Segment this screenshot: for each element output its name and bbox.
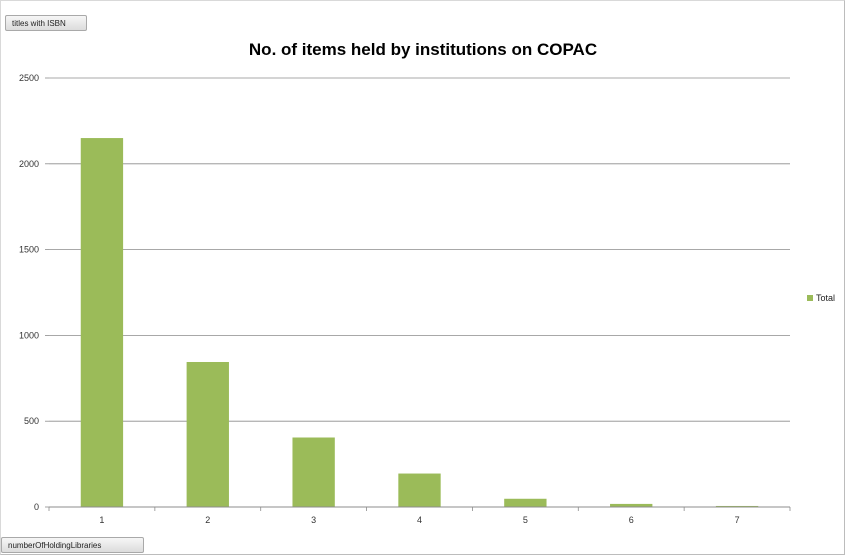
y-tick-label: 2500 [19, 73, 39, 83]
bar-3 [292, 437, 335, 507]
bar-7 [715, 505, 759, 507]
y-tick-label: 1500 [19, 245, 39, 255]
y-tick-label: 1000 [19, 330, 39, 340]
legend-swatch-total [807, 295, 813, 301]
y-axis-ticks: 0 500 1000 1500 2000 2500 [19, 73, 49, 512]
x-tick-label: 4 [417, 515, 422, 525]
y-tick-label: 500 [24, 416, 39, 426]
x-tick-label: 5 [523, 515, 528, 525]
x-tick-label: 2 [205, 515, 210, 525]
gridlines [49, 77, 790, 422]
x-tick-label: 6 [629, 515, 634, 525]
legend: Total [807, 293, 835, 303]
x-axis-ticks: 1 2 3 4 5 6 7 [99, 515, 739, 525]
bar-6 [610, 503, 653, 507]
x-tick-label: 1 [99, 515, 104, 525]
x-tick-label: 3 [311, 515, 316, 525]
legend-label-total: Total [816, 293, 836, 303]
values-field-button[interactable]: titles with ISBN [5, 15, 87, 31]
chart-title: No. of items held by institutions on COP… [248, 40, 598, 59]
bars [80, 138, 759, 507]
y-tick-label: 2000 [19, 159, 39, 169]
x-axis [48, 506, 791, 511]
bar-5 [504, 498, 547, 507]
bar-1 [80, 138, 124, 507]
bar-2 [186, 361, 229, 507]
x-tick-label: 7 [735, 515, 740, 525]
bar-4 [398, 473, 441, 507]
axis-field-button[interactable]: numberOfHoldingLibraries [1, 537, 144, 553]
y-tick-label: 0 [34, 502, 39, 512]
